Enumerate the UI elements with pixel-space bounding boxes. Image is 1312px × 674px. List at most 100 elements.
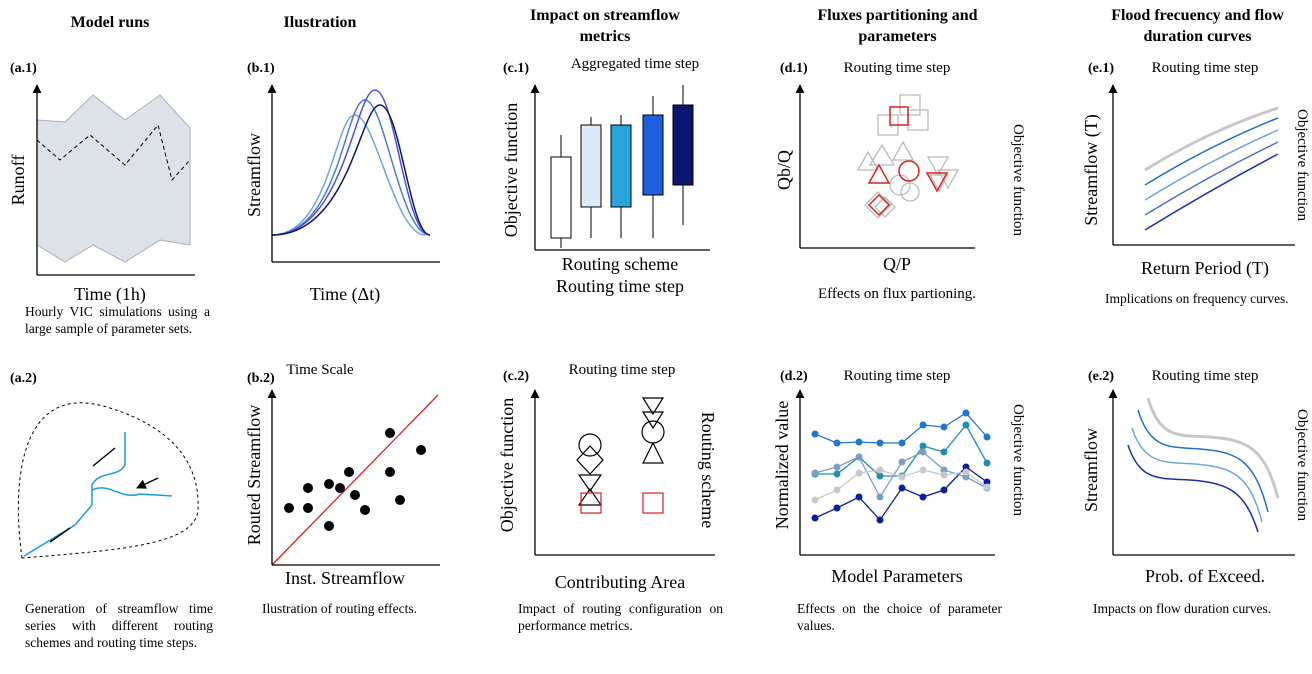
panel-top: Routing time step [1152,60,1259,76]
caption: Hourly VIC simulations using a large sam… [25,304,210,336]
right-label: Objective function [1010,404,1026,517]
scatter-symbols-highlight [867,193,891,217]
panel-top: Routing time step [1152,368,1259,384]
routing-scatter [344,467,354,477]
panel-label: (c.1) [503,61,529,76]
y-label: Objective function [497,398,517,532]
scheme-symbols [580,492,602,514]
routing-scatter [271,394,439,566]
boxplots [550,156,572,239]
duration-curves [1146,397,1280,499]
routing-scatter [360,505,370,515]
routing-scatter [385,467,395,477]
panel-top: Routing time step [844,60,951,76]
right-label: Objective function [1010,124,1026,237]
catchment [23,432,173,557]
catchment [17,402,199,559]
caption: Effects on flux partioning. [818,286,976,302]
caption: Ilustration of routing effects. [262,601,417,616]
y-label: Runoff [8,155,28,206]
y-label: Streamflow [1081,428,1101,512]
column-header: Model runs [70,14,150,31]
y-label: Routed Streamflow [244,405,264,545]
right-label: Objective function [1294,109,1310,222]
scatter-symbols [926,156,960,193]
scheme-symbols [530,389,715,556]
catchment [49,447,159,543]
panel-label: (e.2) [1088,369,1114,384]
x-label: Time (Δt) [310,284,380,305]
panel-top: Routing time step [844,368,951,384]
scatter-symbols [864,191,896,219]
panel-label: (c.2) [503,369,529,384]
scatter-symbols [900,182,920,202]
panel-label: (b.2) [247,371,275,386]
panel-top: Time Scale [286,362,354,378]
hydrograph [271,104,431,236]
column-header: Ilustration [283,14,357,31]
panel-label: (b.1) [247,61,275,76]
scheme-symbols [641,420,665,444]
scatter-symbols-highlight [889,106,909,126]
runoff-plot [36,123,191,182]
boxplots [530,84,710,251]
routing-scatter [335,483,345,493]
hydrograph [271,99,431,236]
routing-scatter [303,503,313,513]
boxplots [580,124,602,208]
frequency-curves [1144,153,1279,231]
y-label: Streamflow [244,133,264,217]
panel-label: (a.1) [10,61,37,76]
scatter-symbols-highlight [867,163,891,184]
x-label: Return Period (T) [1141,258,1269,279]
scheme-symbols [642,492,664,514]
runoff-plot [36,94,191,263]
routing-scatter [395,495,405,505]
hydrograph [271,114,426,236]
caption: Effects on the choice of parameter value… [797,601,1002,633]
x-label: Prob. of Exceed. [1145,566,1265,586]
routing-scatter [350,490,360,500]
caption: Generation of streamflow time series wit… [25,601,213,650]
scatter-symbols [889,174,911,196]
frequency-curves [1144,117,1279,186]
parameter-lines [814,451,988,499]
hydrograph [267,84,440,263]
y-label: Qb/Q [774,150,794,190]
scheme-symbols [578,433,602,457]
parameter-lines [814,469,988,501]
duration-curves [1108,389,1295,556]
y-label: Normalized value [772,401,792,529]
panel-label: (a.2) [10,371,37,386]
routing-scatter [324,479,334,489]
panel-top: Aggregated time step [571,56,699,72]
y-label: Streamflow (T) [1081,114,1102,225]
scheme-symbols [577,474,603,506]
scatter-symbols [856,140,915,171]
panel-top: Routing time step [569,362,676,378]
duration-curves [1127,444,1259,533]
x-label: Contributing Area [555,572,685,592]
panel-label: (e.1) [1088,61,1114,76]
scheme-symbols [576,445,604,475]
scatter-symbols [907,109,929,131]
right-label: Routing scheme [698,412,718,528]
scatter-symbols-highlight [898,160,920,182]
routing-scatter [324,521,334,531]
x-label: Q/P [883,254,911,274]
parameter-lines [815,423,988,477]
scheme-symbols [641,397,665,464]
catchment [17,402,199,559]
x-label: Routing scheme [562,254,678,274]
frequency-curves [1144,141,1279,216]
routing-scatter [284,503,294,513]
x-label: Inst. Streamflow [285,568,405,588]
caption: Implications on frequency curves. [1105,291,1289,306]
parameter-lines [814,412,988,444]
column-header: Flood frecuency and flow duration curves [1111,7,1284,45]
caption: Impact of routing configuration on perfo… [518,601,723,633]
x-label: Time (1h) [74,284,146,305]
boxplots [642,114,664,196]
